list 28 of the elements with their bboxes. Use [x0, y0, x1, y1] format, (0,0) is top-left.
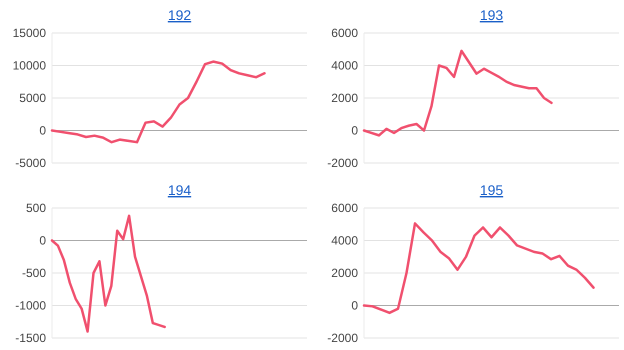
line-series	[50, 60, 266, 144]
y-tick-label: 2000	[331, 90, 358, 105]
y-tick-label: -1500	[15, 330, 46, 345]
y-tick-label: 2000	[331, 266, 358, 280]
y-tick-label: 0	[351, 298, 358, 312]
y-tick-label: -2000	[327, 156, 358, 170]
y-tick-label: 10000	[12, 58, 46, 72]
y-tick-label: -500	[22, 266, 46, 280]
y-tick-label: 0	[39, 123, 46, 138]
y-tick-label: -1000	[15, 298, 46, 312]
y-tick-label: 0	[39, 233, 46, 248]
chart-title: 192	[168, 7, 192, 23]
chart-title: 193	[480, 7, 504, 23]
y-tick-label: 6000	[331, 200, 358, 215]
line-series	[362, 222, 595, 314]
y-tick-label: 0	[351, 123, 358, 138]
chart-title: 194	[168, 182, 192, 198]
chart-title: 195	[480, 182, 504, 198]
y-tick-label: 15000	[12, 26, 46, 40]
y-tick-label: 6000	[331, 26, 358, 40]
y-tick-label: 4000	[331, 58, 358, 72]
y-tick-label: -2000	[327, 330, 358, 345]
y-tick-label: 4000	[331, 233, 358, 248]
y-tick-label: 500	[26, 200, 46, 215]
line-series	[362, 50, 553, 137]
y-tick-label: -5000	[15, 156, 46, 170]
line-series	[50, 214, 166, 333]
y-tick-label: 5000	[19, 90, 46, 105]
